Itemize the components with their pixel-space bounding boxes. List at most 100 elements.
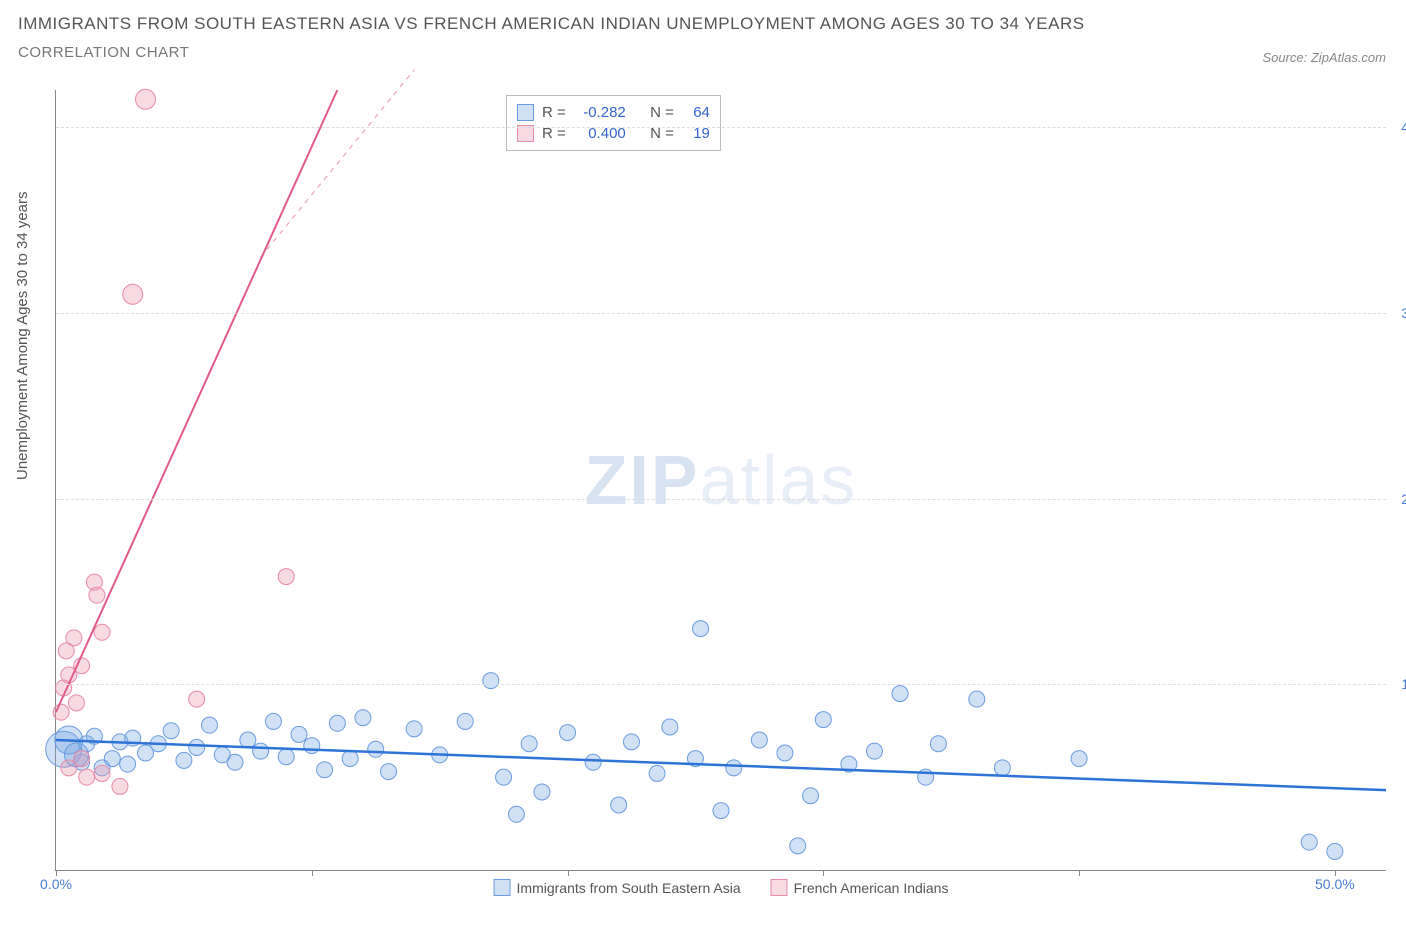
scatter-point	[176, 752, 192, 768]
scatter-point	[278, 749, 294, 765]
scatter-point	[521, 736, 537, 752]
legend-swatch	[494, 879, 511, 896]
x-tick	[823, 870, 824, 876]
scatter-point	[381, 764, 397, 780]
scatter-point	[969, 691, 985, 707]
y-tick-label: 20.0%	[1391, 491, 1406, 507]
legend-label: French American Indians	[794, 880, 949, 896]
y-tick-label: 30.0%	[1391, 305, 1406, 321]
scatter-point	[585, 754, 601, 770]
scatter-point	[253, 743, 269, 759]
scatter-point	[1327, 843, 1343, 859]
y-tick-label: 10.0%	[1391, 676, 1406, 692]
scatter-point	[189, 739, 205, 755]
scatter-point	[89, 587, 105, 603]
scatter-point	[406, 721, 422, 737]
scatter-point	[803, 788, 819, 804]
scatter-point	[74, 751, 90, 767]
scatter-point	[693, 621, 709, 637]
scatter-point	[201, 717, 217, 733]
scatter-svg	[56, 90, 1386, 870]
scatter-point	[611, 797, 627, 813]
x-tick	[1079, 870, 1080, 876]
x-tick-label: 50.0%	[1315, 876, 1355, 892]
corr-n-value: 64	[682, 104, 710, 121]
chart-title: IMMIGRANTS FROM SOUTH EASTERN ASIA VS FR…	[18, 14, 1085, 34]
scatter-point	[790, 838, 806, 854]
scatter-point	[623, 734, 639, 750]
scatter-point	[930, 736, 946, 752]
y-axis-label: Unemployment Among Ages 30 to 34 years	[14, 191, 31, 480]
correlation-row: R =0.400 N =19	[517, 123, 710, 144]
scatter-point	[104, 751, 120, 767]
scatter-point	[457, 713, 473, 729]
legend-swatch	[771, 879, 788, 896]
source-prefix: Source:	[1262, 50, 1310, 65]
scatter-point	[483, 673, 499, 689]
scatter-point	[368, 741, 384, 757]
scatter-point	[123, 284, 143, 304]
scatter-point	[120, 756, 136, 772]
x-tick	[312, 870, 313, 876]
scatter-point	[265, 713, 281, 729]
corr-r-value: -0.282	[574, 104, 626, 121]
legend: Immigrants from South Eastern Asia French…	[494, 879, 949, 896]
scatter-point	[649, 765, 665, 781]
scatter-point	[662, 719, 678, 735]
trend-line	[56, 90, 337, 712]
plot-region: ZIPatlas R =-0.282 N =64R =0.400 N =19 1…	[55, 90, 1386, 871]
gridline	[56, 684, 1386, 685]
scatter-point	[726, 760, 742, 776]
x-tick-label: 0.0%	[40, 876, 72, 892]
correlation-box: R = -0.282 N = 64 R =0.400 N =19	[506, 95, 721, 151]
legend-item: Immigrants from South Eastern Asia	[494, 879, 741, 896]
scatter-point	[94, 765, 110, 781]
scatter-point	[496, 769, 512, 785]
legend-label: Immigrants from South Eastern Asia	[517, 880, 741, 896]
source-name: ZipAtlas.com	[1311, 50, 1386, 65]
scatter-point	[227, 754, 243, 770]
scatter-point	[508, 806, 524, 822]
scatter-point	[278, 569, 294, 585]
scatter-point	[534, 784, 550, 800]
scatter-point	[713, 803, 729, 819]
scatter-point	[1071, 751, 1087, 767]
trend-line-dashed	[261, 70, 414, 257]
scatter-point	[751, 732, 767, 748]
scatter-point	[163, 723, 179, 739]
scatter-point	[94, 624, 110, 640]
y-tick-label: 40.0%	[1391, 119, 1406, 135]
scatter-point	[892, 686, 908, 702]
scatter-point	[1301, 834, 1317, 850]
scatter-point	[815, 712, 831, 728]
gridline	[56, 127, 1386, 128]
scatter-point	[112, 778, 128, 794]
scatter-point	[994, 760, 1010, 776]
chart-subtitle: CORRELATION CHART	[18, 44, 1085, 61]
scatter-point	[79, 769, 95, 785]
scatter-point	[342, 751, 358, 767]
gridline	[56, 499, 1386, 500]
scatter-point	[777, 745, 793, 761]
scatter-point	[355, 710, 371, 726]
scatter-point	[866, 743, 882, 759]
correlation-row: R = -0.282 N = 64	[517, 102, 710, 123]
scatter-point	[291, 726, 307, 742]
scatter-point	[189, 691, 205, 707]
trend-line	[56, 740, 1386, 790]
corr-n-label: N =	[650, 104, 674, 121]
scatter-point	[136, 89, 156, 109]
scatter-point	[66, 630, 82, 646]
scatter-point	[304, 738, 320, 754]
gridline	[56, 313, 1386, 314]
scatter-point	[240, 732, 256, 748]
x-tick	[568, 870, 569, 876]
legend-item: French American Indians	[771, 879, 949, 896]
scatter-point	[329, 715, 345, 731]
scatter-point	[68, 695, 84, 711]
chart-area: ZIPatlas R =-0.282 N =64R =0.400 N =19 1…	[55, 90, 1385, 870]
scatter-point	[560, 725, 576, 741]
scatter-point	[53, 704, 69, 720]
corr-r-label: R =	[542, 104, 566, 121]
source-attribution: Source: ZipAtlas.com	[1262, 50, 1386, 65]
